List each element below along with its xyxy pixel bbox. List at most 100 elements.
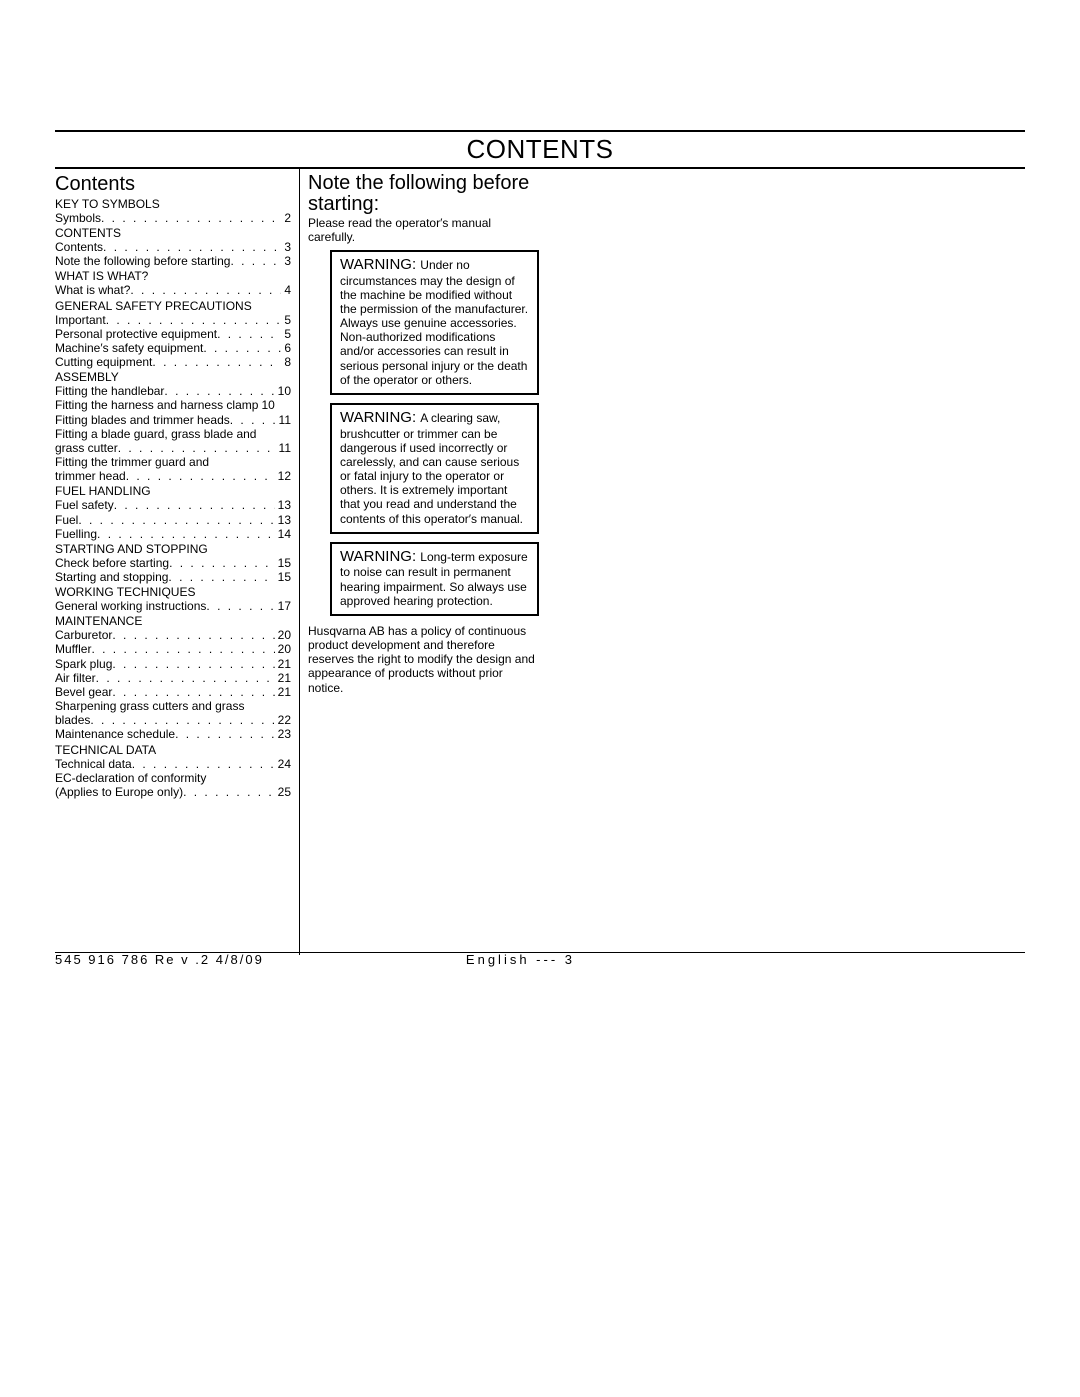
warning-label: WARNING: bbox=[340, 548, 420, 565]
toc-entry: Technical data 24 bbox=[55, 757, 291, 771]
toc-entry-preline: EC-declaration of conformity bbox=[55, 771, 291, 785]
notes-column: Note the following before starting: Plea… bbox=[300, 169, 547, 955]
toc-entry-label: General working instructions bbox=[55, 599, 206, 613]
toc-entry-page: 22 bbox=[275, 713, 291, 727]
toc-entry: Fitting blades and trimmer heads11 bbox=[55, 413, 291, 427]
content-frame: CONTENTS Contents KEY TO SYMBOLSSymbols 2… bbox=[55, 130, 1025, 953]
toc-entry-label: Fuelling bbox=[55, 527, 97, 541]
toc-section-title: CONTENTS bbox=[55, 226, 291, 240]
toc-entry-label: Technical data bbox=[55, 757, 132, 771]
toc-entry: (Applies to Europe only) 25 bbox=[55, 785, 291, 799]
warning-box: WARNING: A clearing saw, brushcutter or … bbox=[330, 403, 539, 534]
toc-section-title: TECHNICAL DATA bbox=[55, 743, 291, 757]
toc-entry-label: Fitting the handlebar bbox=[55, 384, 164, 398]
toc-entry-label: What is what? bbox=[55, 283, 130, 297]
warning-label: WARNING: bbox=[340, 409, 420, 426]
toc-entry-label: Starting and stopping bbox=[55, 570, 168, 584]
toc-entry: Starting and stopping 15 bbox=[55, 570, 291, 584]
toc-entry: blades 22 bbox=[55, 713, 291, 727]
toc-entry: Carburetor20 bbox=[55, 628, 291, 642]
toc-dots bbox=[203, 341, 281, 355]
toc-dots bbox=[101, 211, 281, 225]
toc-dots bbox=[164, 384, 274, 398]
toc-entry-page: 21 bbox=[275, 657, 291, 671]
toc-entry-label: Fitting the harness and harness clamp bbox=[55, 398, 258, 412]
toc-entry-page: 3 bbox=[281, 254, 291, 268]
toc-entry-preline: Fitting the trimmer guard and bbox=[55, 455, 291, 469]
toc-section-title: FUEL HANDLING bbox=[55, 484, 291, 498]
toc-dots bbox=[152, 355, 281, 369]
toc-entry: Note the following before starting 3 bbox=[55, 254, 291, 268]
toc-entry-page: 5 bbox=[281, 313, 291, 327]
toc-entry-page: 20 bbox=[275, 642, 291, 656]
warning-box: WARNING: Under no circumstances may the … bbox=[330, 250, 539, 395]
toc-entry-label: blades bbox=[55, 713, 90, 727]
toc-dots bbox=[114, 498, 275, 512]
toc-entry: Machine′s safety equipment6 bbox=[55, 341, 291, 355]
toc-entry: Symbols 2 bbox=[55, 211, 291, 225]
warning-label: WARNING: bbox=[340, 256, 420, 273]
toc-dots bbox=[97, 527, 275, 541]
toc-entry-page: 15 bbox=[275, 570, 291, 584]
toc-dots bbox=[78, 513, 274, 527]
toc-dots bbox=[230, 254, 281, 268]
toc-entry-label: (Applies to Europe only) bbox=[55, 785, 183, 799]
toc-entry-label: Cutting equipment bbox=[55, 355, 152, 369]
toc-entry: Muffler 20 bbox=[55, 642, 291, 656]
toc-entry-label: Fitting blades and trimmer heads bbox=[55, 413, 230, 427]
toc-dots bbox=[126, 469, 275, 483]
toc-entry: Important 5 bbox=[55, 313, 291, 327]
toc-dots bbox=[90, 713, 274, 727]
toc-dots bbox=[96, 671, 275, 685]
toc-entry-label: Note the following before starting bbox=[55, 254, 230, 268]
toc-entry: Contents3 bbox=[55, 240, 291, 254]
toc-entry: Spark plug21 bbox=[55, 657, 291, 671]
toc-entry-page: 4 bbox=[281, 283, 291, 297]
toc-entry-page: 12 bbox=[275, 469, 291, 483]
toc-entry-page: 13 bbox=[275, 513, 291, 527]
toc-dots bbox=[168, 570, 274, 584]
toc-entry-page: 5 bbox=[281, 327, 291, 341]
toc-entry-page: 11 bbox=[276, 441, 291, 455]
policy-text: Husqvarna AB has a policy of continuous … bbox=[308, 624, 539, 695]
toc-dots bbox=[112, 628, 274, 642]
toc-dots bbox=[91, 642, 274, 656]
toc-entry-label: Carburetor bbox=[55, 628, 112, 642]
toc-section-title: ASSEMBLY bbox=[55, 370, 291, 384]
toc-entry-label: Muffler bbox=[55, 642, 91, 656]
toc-entry: Fuel13 bbox=[55, 513, 291, 527]
toc-entry-page: 10 bbox=[275, 384, 291, 398]
toc-entry: Fuelling14 bbox=[55, 527, 291, 541]
toc-entry: grass cutter11 bbox=[55, 441, 291, 455]
toc-entry-page: 21 bbox=[275, 685, 291, 699]
toc-heading: Contents bbox=[55, 173, 291, 196]
toc-entry-label: Symbols bbox=[55, 211, 101, 225]
footer-right: English --- 3 bbox=[466, 952, 1025, 967]
toc-entry-label: Check before starting bbox=[55, 556, 169, 570]
toc-dots bbox=[230, 413, 276, 427]
toc-entry: General working instructions17 bbox=[55, 599, 291, 613]
toc-entry-page: 2 bbox=[281, 211, 291, 225]
toc-dots bbox=[183, 785, 275, 799]
toc-entry: trimmer head12 bbox=[55, 469, 291, 483]
toc-entry-preline: Fitting a blade guard, grass blade and bbox=[55, 427, 291, 441]
warning-text: A clearing saw, brushcutter or trimmer c… bbox=[340, 411, 523, 526]
toc-entry: Air filter21 bbox=[55, 671, 291, 685]
toc-entry: Maintenance schedule23 bbox=[55, 727, 291, 741]
toc-dots bbox=[106, 313, 282, 327]
toc-section-title: STARTING AND STOPPING bbox=[55, 542, 291, 556]
toc-entry: Check before starting15 bbox=[55, 556, 291, 570]
footer-left: 545 916 786 Re v .2 4/8/09 bbox=[55, 952, 264, 967]
toc-section-title: KEY TO SYMBOLS bbox=[55, 197, 291, 211]
toc-entry-label: Important bbox=[55, 313, 106, 327]
toc-section-title: WORKING TECHNIQUES bbox=[55, 585, 291, 599]
toc-dots bbox=[217, 327, 281, 341]
toc-entry-page: 24 bbox=[275, 757, 291, 771]
manual-page: CONTENTS Contents KEY TO SYMBOLSSymbols 2… bbox=[0, 0, 1080, 1397]
toc-dots bbox=[130, 283, 281, 297]
table-of-contents: Contents KEY TO SYMBOLSSymbols2CONTENTSC… bbox=[55, 169, 300, 955]
toc-entry: Personal protective equipment5 bbox=[55, 327, 291, 341]
toc-dots bbox=[112, 657, 274, 671]
toc-entry-page: 25 bbox=[275, 785, 291, 799]
toc-entry: Bevel gear21 bbox=[55, 685, 291, 699]
